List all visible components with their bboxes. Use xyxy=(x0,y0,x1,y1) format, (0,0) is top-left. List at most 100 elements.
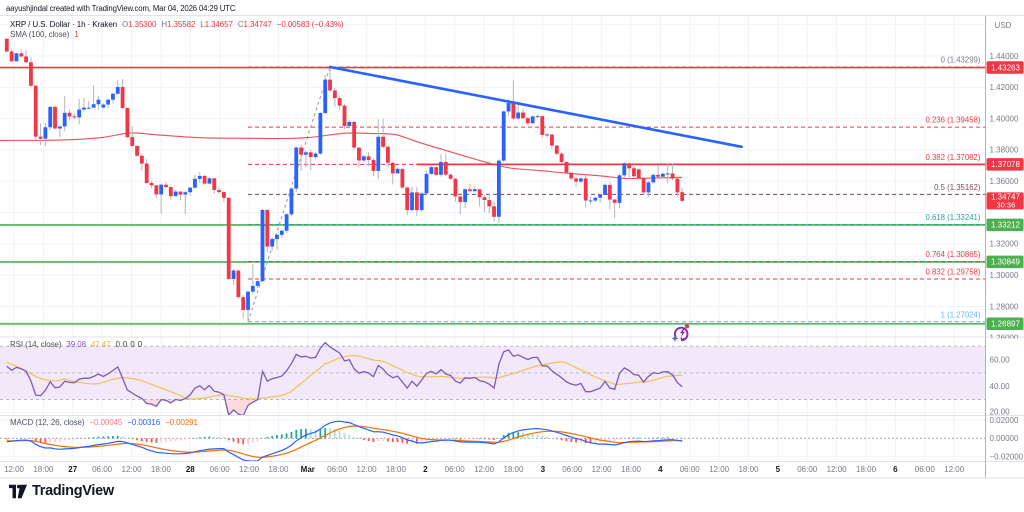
price-badge-1.34747-el: 30:36 xyxy=(997,201,1016,210)
fib-label-0.382: 0.382 (1.37082) xyxy=(925,153,980,162)
candle-body-up xyxy=(347,121,352,126)
candle-body-down xyxy=(154,185,159,195)
time-tick: 18:00 xyxy=(268,465,289,474)
candle-body-down xyxy=(458,196,463,203)
candle-body-down xyxy=(487,200,492,207)
candle-body-up xyxy=(598,194,603,198)
candle-body-up xyxy=(646,182,651,193)
price-tick: 1.26000 xyxy=(990,334,1019,343)
time-tick-day: 5 xyxy=(776,465,781,474)
candle-body-down xyxy=(226,197,231,279)
candle-body-up xyxy=(284,214,289,231)
candle-body-down xyxy=(482,197,487,201)
tradingview-attribution[interactable]: TradingView xyxy=(9,483,114,499)
flash-cycle-icon-el-el xyxy=(680,328,686,337)
flash-cycle-icon-el-el xyxy=(671,335,679,342)
candle-body-down xyxy=(33,85,38,137)
macd-legend: MACD (12, 26, close) −0.00045 −0.00316 −0.0… xyxy=(10,418,198,427)
candle-body-up xyxy=(77,109,82,118)
candle-body-down xyxy=(337,98,342,106)
rsi-oversold-fill xyxy=(142,399,184,407)
candle-body-up xyxy=(535,116,540,118)
price-badge-1.34747-el: 1.34747 xyxy=(991,192,1020,201)
fib-label-0.5: 0.5 (1.35162) xyxy=(934,183,981,192)
candle-body-down xyxy=(390,162,395,174)
candle-body-up xyxy=(294,147,299,189)
price-badge-rect xyxy=(986,61,1024,74)
time-tick: 06:00 xyxy=(92,465,113,474)
time-tick: 06:00 xyxy=(562,465,583,474)
candle-body-down xyxy=(328,79,332,91)
candle-body-up xyxy=(86,107,91,109)
candle-body-up xyxy=(183,192,188,195)
tradingview-brand-text: TradingView xyxy=(32,483,114,499)
candle-body-up xyxy=(665,173,670,175)
candles xyxy=(4,37,685,322)
time-tick: 12:00 xyxy=(827,465,848,474)
candle-body-up xyxy=(323,79,328,113)
candle-body-down xyxy=(130,137,135,146)
candle-body-up xyxy=(516,112,521,119)
price-badge-rect xyxy=(986,158,1024,171)
price-badge-rect xyxy=(986,192,1024,210)
candle-body-down xyxy=(236,270,241,298)
time-tick: 12:00 xyxy=(122,465,143,474)
candle-body-down xyxy=(38,136,43,139)
candle-body-up xyxy=(101,104,106,108)
candle-body-up xyxy=(270,239,275,247)
candle-body-down xyxy=(525,118,530,124)
candle-body-up xyxy=(419,193,424,211)
price-tick: 1.28000 xyxy=(990,302,1019,311)
time-tick-day: 27 xyxy=(68,465,77,474)
rsi-legend: RSI (14, close) 39.08 47.47 0 0 0 0 xyxy=(10,339,142,349)
descending-trendline xyxy=(328,65,743,149)
attribution-text: aayushjindal created with TradingView.co… xyxy=(6,4,236,13)
candle-body-up xyxy=(115,87,120,94)
flash-cycle-icon-el-el xyxy=(684,324,690,329)
candle-body-up xyxy=(313,153,318,157)
candle-body-down xyxy=(641,178,646,193)
candle-body-up xyxy=(173,191,178,197)
pane-frame xyxy=(0,15,1024,479)
candle-body-down xyxy=(477,189,482,198)
candle-body-up xyxy=(603,184,607,195)
time-tick: 12:00 xyxy=(944,465,965,474)
price-axis[interactable]: USD1.440001.420001.400001.380001.360001.… xyxy=(986,21,1024,461)
candle-body-up xyxy=(260,209,265,282)
time-tick: 12:00 xyxy=(357,465,378,474)
fib-label-0.618: 0.618 (1.33241) xyxy=(925,213,980,222)
fib-label-0.832: 0.832 (1.29758) xyxy=(925,268,980,277)
price-tick: 1.40000 xyxy=(990,114,1019,123)
candle-body-down xyxy=(29,62,33,86)
candle-body-up xyxy=(62,112,67,127)
candle-body-down xyxy=(4,38,9,52)
candle-body-up xyxy=(159,184,164,195)
price-badge-1.33212-el: 1.33212 xyxy=(991,221,1020,230)
candle-body-up xyxy=(661,173,665,177)
fib-label-1: 1 (1.27024) xyxy=(941,310,981,319)
time-axis[interactable]: 12:00 18:00 27 06:00 12:00 18:00 28 06:00 12:00 1… xyxy=(4,465,965,474)
time-tick: 18:00 xyxy=(151,465,172,474)
flash-cycle-icon-el-el xyxy=(680,337,685,341)
candle-body-down xyxy=(120,87,125,108)
fib-label-0.236: 0.236 (1.39458) xyxy=(925,116,980,125)
candle-body-down xyxy=(656,174,660,177)
candle-body-up xyxy=(472,189,477,192)
fib-trend-connector xyxy=(247,66,331,322)
price-badge-1.26897: 1.26897 xyxy=(986,317,1024,331)
trendline-segment xyxy=(328,65,743,149)
candle-body-down xyxy=(492,206,496,217)
candle-body-up xyxy=(275,234,279,240)
candle-body-up xyxy=(545,134,550,136)
candle-body-up xyxy=(588,200,593,202)
candle-body-up xyxy=(91,104,96,108)
rsi-tick: 20.00 xyxy=(990,407,1011,416)
candle-body-up xyxy=(255,281,260,286)
candle-body-down xyxy=(217,190,221,193)
candle-body-up xyxy=(530,116,535,124)
time-tick: 06:00 xyxy=(210,465,231,474)
candle-body-down xyxy=(308,152,313,157)
time-tick: 18:00 xyxy=(503,465,524,474)
macd-tick: 0.02000 xyxy=(990,416,1019,425)
